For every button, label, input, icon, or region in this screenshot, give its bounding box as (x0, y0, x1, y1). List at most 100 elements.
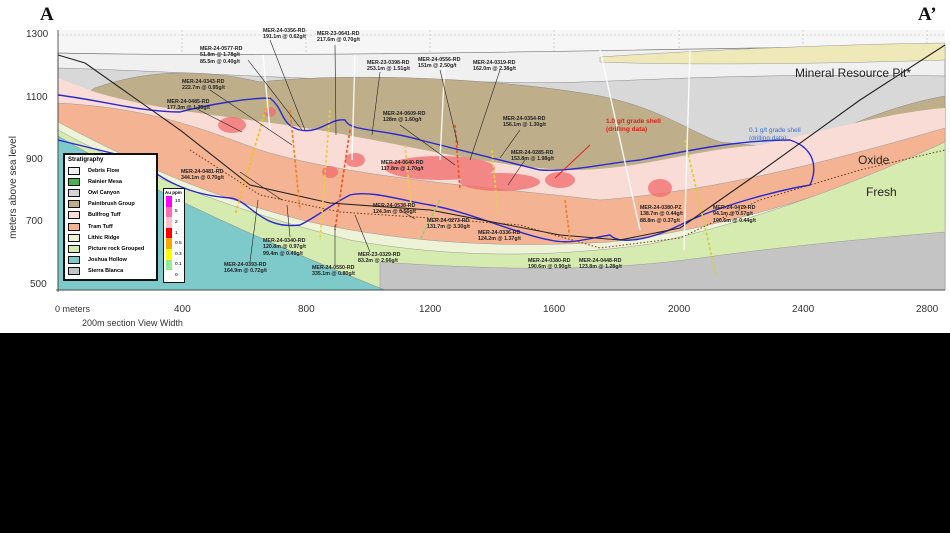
y-tick: 500 (30, 279, 47, 290)
drillhole-intercept: 128m @ 1.60g/t (383, 117, 422, 124)
drillhole-name: MER-24-0538-RD (373, 203, 416, 209)
au-label: 0 (175, 272, 178, 278)
drillhole-name: MER-24-0448-RD (579, 258, 622, 264)
drillhole-name: MER-23-0398-RD (367, 60, 410, 66)
x-tick: 1200 (419, 304, 442, 315)
au-label: 1 (175, 230, 178, 236)
drillhole-name: MER-24-0485-RD (167, 99, 210, 105)
cross-section-drawing (56, 30, 946, 292)
au-scale-item: 0.1 (164, 259, 184, 271)
oxide-label: Oxide (858, 153, 890, 167)
stratigraphy-legend: Stratigraphy Debris Flow Rainier Mesa Owl … (63, 153, 158, 281)
drillhole-intercept: 151m @ 2.50g/t (418, 63, 457, 70)
y-tick: 700 (26, 216, 43, 227)
drillhole-intercept: 344.1m @ 0.70g/t (181, 175, 224, 182)
drillhole-label: MER-24-0479-RD 94.1m @ 0.57g/t 100.6m @ 0.… (713, 205, 756, 224)
au-swatch (166, 238, 172, 249)
drillhole-intercept: 117.8m @ 1.70g/t (381, 166, 424, 173)
drillhole-intercept: 222.7m @ 0.95g/t (182, 85, 225, 92)
au-scale-title: Au ppm (165, 190, 182, 195)
legend-swatch (68, 256, 80, 265)
legend-title: Stratigraphy (68, 157, 104, 163)
drillhole-label: MER-23-0641-RD 217.6m @ 0.70g/t (317, 31, 360, 44)
legend-label: Sierra Blanca (88, 268, 124, 275)
y-tick: 1300 (26, 29, 49, 40)
legend-label: Picture rock Grouped (88, 245, 145, 252)
x-tick: 800 (298, 304, 315, 315)
drillhole-intercept: 162.0m @ 2.38g/t (473, 66, 516, 73)
drillhole-intercept: 85.5m @ 0.40g/t (200, 58, 240, 65)
high-grade-zones (218, 107, 672, 197)
drillhole-intercept: 88.8m @ 0.37g/t (640, 217, 680, 224)
legend-item: Lithic Ridge (68, 232, 153, 243)
drillhole-label: MER-24-0640-RD 117.8m @ 1.70g/t (381, 160, 424, 173)
au-swatch (166, 259, 172, 271)
layer-sierra-blanca (379, 231, 946, 291)
drillhole-intercept: 335.1m @ 0.80g/t (312, 271, 355, 278)
legend-item: Joshua Hollow (68, 255, 153, 266)
drillhole-intercept: 190.6m @ 0.90g/t (528, 264, 571, 271)
x-tick: 2000 (668, 304, 691, 315)
drillhole-name: MER-24-0640-RD (381, 160, 424, 166)
shell-01gt-line2: (drilling data) (749, 135, 787, 142)
au-swatch (166, 206, 172, 218)
drillhole-intercept: 177.3m @ 1.35g/t (167, 105, 210, 112)
drillhole-name: MER-23-0641-RD (317, 31, 360, 37)
drillhole-label: MER-24-0393-RD 164.9m @ 0.72g/t (224, 262, 267, 275)
grade-shell-0.1 (57, 94, 815, 243)
legend-item: Rainier Mesa (68, 176, 153, 187)
legend-swatch (68, 222, 80, 231)
drillhole-name: MER-24-0481-RD (181, 169, 224, 175)
drillhole-intercept: 100.6m @ 0.44g/t (713, 217, 756, 224)
layer-surface-band (599, 42, 946, 65)
drillhole-intercept: 124.3m @ 0.56g/t (373, 209, 416, 216)
drillhole-label: MER-24-0550-RD 335.1m @ 0.80g/t (312, 265, 355, 278)
au-scale-item: 1 (164, 227, 184, 239)
drillhole-name: MER-24-0354-RD (503, 116, 546, 122)
drillhole-name: MER-24-0340-RD (263, 238, 306, 244)
drillhole-name: MER-24-0380-PZ (640, 205, 682, 211)
au-label: 10 (175, 198, 181, 204)
fresh-label: Fresh (866, 185, 897, 199)
drillhole-name: MER-24-0285-RD (511, 150, 554, 156)
legend-label: Owl Canyon (88, 189, 120, 196)
drillhole-name: MER-24-0609-RD (383, 111, 426, 117)
au-label: 5 (175, 209, 178, 215)
drillhole-name: MER-24-0556-RD (418, 57, 461, 63)
drill-traces-white (262, 49, 691, 251)
drillhole-label: MER-24-0356-RD 191.1m @ 0.62g/t (263, 28, 306, 41)
au-scale-item: 5 (164, 206, 184, 218)
legend-swatch (68, 267, 80, 276)
drillhole-label: MER-23-0398-RD 253.1m @ 1.51g/t (367, 60, 410, 73)
x-tick: 2400 (792, 304, 815, 315)
drillhole-intercept: 99.4m @ 0.49g/t (263, 250, 303, 257)
drill-traces (234, 94, 717, 276)
au-scale-item: 10 (164, 196, 184, 207)
x-axis-sublabel: 200m section View Width (82, 318, 183, 328)
au-scale-item: 2 (164, 217, 184, 228)
legend-item: Tram Tuff (68, 221, 153, 232)
legend-swatch (68, 188, 80, 197)
drillhole-name: MER-23-0329-RD (358, 252, 401, 258)
drillhole-name: MER-24-0393-RD (224, 262, 267, 268)
drillhole-name: MER-24-0319-RD (473, 60, 516, 66)
x-tick: 2800 (916, 304, 939, 315)
drillhole-name: MER-24-0479-RD (713, 205, 756, 211)
legend-item: Owl Canyon (68, 187, 153, 198)
drillhole-name: MER-24-0550-RD (312, 265, 355, 271)
drillhole-name: MER-24-0343-RD (182, 79, 225, 85)
drillhole-label: MER-24-0556-RD 151m @ 2.50g/t (418, 57, 460, 70)
au-swatch (166, 196, 172, 207)
legend-item: Bullfrog Tuff (68, 210, 153, 221)
legend-label: Paintbrush Group (88, 201, 135, 208)
drillhole-intercept: 124.2m @ 1.37g/t (478, 236, 521, 243)
shell-01gt-line1: 0.1 g/t grade shell (749, 127, 801, 134)
legend-swatch (68, 244, 80, 253)
section-end-label: A’ (918, 4, 937, 25)
drillhole-intercept: 253.1m @ 1.51g/t (367, 66, 410, 73)
legend-swatch (68, 177, 80, 186)
legend-item: Debris Flow (68, 165, 153, 176)
legend-item: Paintbrush Group (68, 199, 153, 210)
drillhole-intercept: 131.7m @ 3.30g/t (427, 224, 470, 231)
